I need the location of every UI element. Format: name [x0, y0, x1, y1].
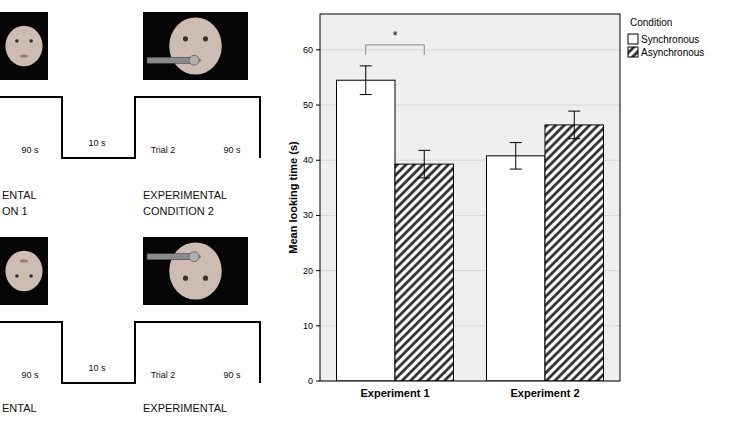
mouth [20, 54, 28, 57]
face [5, 251, 42, 291]
timeline [0, 97, 260, 158]
legend-swatch [628, 34, 638, 44]
error-bar [360, 66, 372, 95]
condition-caption: ENTAL [2, 402, 37, 414]
tick-mark [316, 325, 320, 326]
trial-label: 10 s [88, 138, 106, 148]
trial-label: 90 s [223, 370, 241, 380]
eye [15, 39, 19, 43]
eye [203, 276, 208, 281]
plot-background [320, 14, 620, 381]
plot-frame [320, 14, 620, 381]
baby-photo [0, 237, 48, 305]
error-bar [510, 143, 522, 169]
tick-mark [316, 49, 320, 50]
legend-title: Condition [630, 17, 672, 28]
error-cap [568, 138, 580, 139]
tick-mark [316, 105, 320, 106]
trial-label: 90 s [21, 370, 39, 380]
condition-caption: EXPERIMENTAL [143, 189, 227, 201]
baby-photo [0, 12, 48, 80]
trial-label: 10 s [88, 363, 106, 373]
category-label: Experiment 2 [510, 387, 579, 399]
baby-photo [143, 237, 248, 305]
tick-mark [316, 215, 320, 216]
error-cap [568, 111, 580, 112]
face [169, 17, 222, 74]
trial-label: Trial 2 [151, 145, 176, 155]
diagram: 90 s 10 s Trial 2 90 s ENTAL ON 1 EXPERIMENTAL… [0, 12, 260, 414]
error-stem [424, 150, 425, 178]
photo-background [143, 237, 248, 305]
eye [183, 276, 188, 281]
photo-background [0, 12, 48, 80]
condition-caption: EXPERIMENTAL [143, 402, 227, 414]
bar [487, 156, 546, 381]
face [169, 242, 222, 299]
error-cap [510, 169, 522, 170]
stage: 90 s 10 s Trial 2 90 s ENTAL ON 1 EXPERIMENTAL… [0, 0, 736, 422]
tick-label: 0 [308, 376, 313, 386]
legend: Condition Synchronous Asynchronous [628, 17, 704, 58]
error-cap [510, 142, 522, 143]
eye [15, 274, 19, 278]
photo-background [143, 12, 248, 80]
tick-label: 10 [303, 321, 313, 331]
error-bar [418, 150, 430, 178]
tick-label: 20 [303, 266, 313, 276]
eye [29, 39, 33, 43]
grid-line [320, 49, 620, 50]
y-axis-title: Mean looking time (s) [287, 141, 299, 254]
eye [29, 274, 33, 278]
stimulation-tube [147, 57, 196, 63]
significance-label: * [393, 29, 398, 43]
stimulation-tip [189, 55, 199, 65]
error-stem [515, 143, 516, 169]
trial-label: 90 s [223, 145, 241, 155]
face [5, 26, 42, 66]
stimulation-tip [189, 252, 199, 262]
bar [545, 125, 604, 381]
legend-swatch [628, 47, 638, 57]
bar [395, 164, 454, 381]
timeline [0, 322, 260, 383]
tick-mark [316, 270, 320, 271]
mouth [20, 259, 28, 262]
bars [337, 80, 604, 381]
error-stem [365, 66, 366, 95]
tick-label: 30 [303, 210, 313, 220]
error-stem [574, 111, 575, 139]
error-cap [360, 65, 372, 66]
tick-mark [316, 160, 320, 161]
tick-label: 60 [303, 45, 313, 55]
error-cap [418, 177, 430, 178]
category-label: Experiment 1 [360, 387, 429, 399]
condition-caption: ON 1 [2, 205, 28, 217]
trial-label: 90 s [21, 145, 39, 155]
chart: 0 10 20 30 40 50 60 Experiment 1 Experiment 2 Mea… [287, 14, 620, 399]
error-cap [418, 150, 430, 151]
bar [337, 80, 396, 381]
significance-bracket [366, 45, 425, 55]
eye [183, 36, 188, 41]
condition-caption: ENTAL [2, 189, 37, 201]
photo-background [0, 237, 48, 305]
tick-label: 40 [303, 155, 313, 165]
baby-photo [143, 12, 248, 80]
tick-label: 50 [303, 100, 313, 110]
trial-label: Trial 2 [151, 370, 176, 380]
eye [203, 36, 208, 41]
legend-label: Asynchronous [641, 47, 704, 58]
error-cap [360, 94, 372, 95]
error-bar [568, 111, 580, 139]
stimulation-tube [147, 254, 196, 260]
legend-label: Synchronous [641, 34, 699, 45]
error-bars [360, 66, 581, 178]
tick-mark [316, 381, 320, 382]
condition-caption: CONDITION 2 [143, 205, 214, 217]
